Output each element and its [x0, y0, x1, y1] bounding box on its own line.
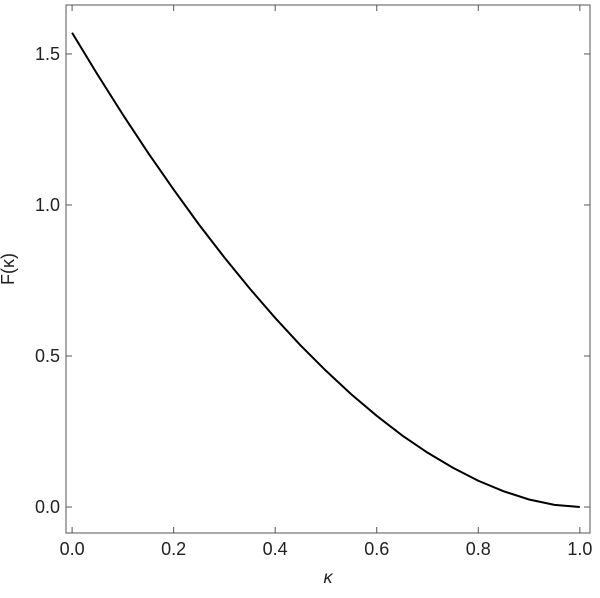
x-tick-label: 0.4 [263, 539, 288, 559]
y-axis-label: F(κ) [0, 253, 18, 285]
x-axis-label: κ [324, 567, 334, 587]
y-tick-label: 0.0 [35, 497, 60, 517]
x-tick-label: 0.2 [161, 539, 186, 559]
x-tick-label: 0.0 [60, 539, 85, 559]
y-tick-label: 1.0 [35, 195, 60, 215]
y-tick-label: 1.5 [35, 44, 60, 64]
x-tick-label: 0.8 [466, 539, 491, 559]
curve [71, 32, 580, 509]
y-tick-label: 0.5 [35, 346, 60, 366]
x-tick-label: 1.0 [567, 539, 592, 559]
plot-frame [65, 4, 591, 534]
x-tick-label: 0.6 [364, 539, 389, 559]
